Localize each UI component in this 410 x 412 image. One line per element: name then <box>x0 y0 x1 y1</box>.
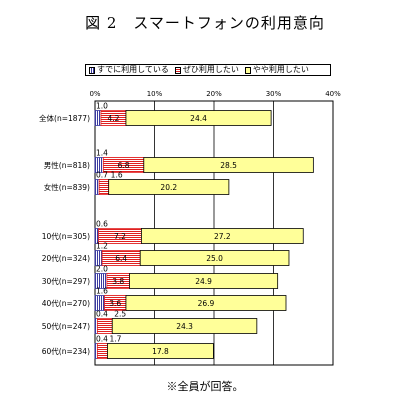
category-label: 30代(n=297) <box>42 276 90 286</box>
data-label: 0.4 <box>96 335 108 344</box>
data-label: 28.5 <box>220 161 237 170</box>
bar-segment <box>125 295 287 311</box>
legend-item-definitely-want: ぜひ利用したい <box>174 64 239 76</box>
data-label: 20.2 <box>160 183 177 192</box>
data-label: 6.8 <box>118 161 130 170</box>
data-label: 3.6 <box>109 299 121 308</box>
bar-segment <box>111 318 258 334</box>
legend-item-already-using: すでに利用している <box>89 64 169 76</box>
bar-segment <box>94 295 105 311</box>
data-label: 26.9 <box>198 299 215 308</box>
bar-segment <box>129 273 279 289</box>
bar-segment <box>141 228 304 244</box>
legend-item-somewhat-want: やや利用したい <box>244 64 309 76</box>
data-label: 24.9 <box>195 277 212 286</box>
data-label: 6.4 <box>115 254 127 263</box>
bar-segment <box>139 250 290 266</box>
x-tick-label: 0% <box>89 90 100 98</box>
bar-segment <box>94 250 103 266</box>
data-label: 3.8 <box>112 277 124 286</box>
data-label: 27.2 <box>214 232 231 241</box>
x-tick-label: 20% <box>206 90 222 98</box>
data-label: 1.7 <box>109 335 121 344</box>
data-label: 24.4 <box>190 114 207 123</box>
bar-segment <box>96 343 108 359</box>
category-label: 全体(n=1877) <box>39 113 90 123</box>
legend-label-definitely-want: ぜひ利用したい <box>182 65 239 74</box>
category-label: 50代(n=247) <box>42 321 90 331</box>
legend-label-already-using: すでに利用している <box>97 65 169 74</box>
category-label: 女性(n=839) <box>44 182 90 192</box>
data-label: 1.6 <box>96 287 108 296</box>
data-label: 2.5 <box>114 310 126 319</box>
category-label: 60代(n=234) <box>42 346 90 356</box>
bar-segment <box>96 318 113 334</box>
data-label: 1.4 <box>96 149 108 158</box>
category-label: 10代(n=305) <box>42 231 90 241</box>
legend-label-somewhat-want: やや利用したい <box>252 65 309 74</box>
chart-legend: すでに利用している ぜひ利用したい やや利用したい <box>85 64 331 76</box>
data-label: 1.6 <box>111 171 123 180</box>
data-label: 1.0 <box>96 102 108 111</box>
bar-segment <box>107 343 214 359</box>
legend-swatch-already-using <box>89 66 95 74</box>
x-tick-label: 30% <box>266 90 282 98</box>
data-label: 0.7 <box>96 171 108 180</box>
legend-swatch-definitely-want <box>174 66 181 74</box>
data-label: 24.3 <box>176 322 193 331</box>
bar-segment <box>94 110 102 126</box>
bar-segment <box>98 179 110 195</box>
data-label: 7.2 <box>114 232 126 241</box>
bar-segment <box>94 179 100 195</box>
x-tick-label: 40% <box>325 90 341 98</box>
data-label: 0.4 <box>96 310 108 319</box>
legend-swatch-somewhat-want <box>244 66 251 74</box>
data-label: 4.2 <box>107 114 119 123</box>
chart-title: 図 2 スマートフォンの利用意向 <box>85 14 325 32</box>
footnote: ※全員が回答。 <box>166 380 244 393</box>
x-tick-label: 10% <box>147 90 163 98</box>
category-label: 20代(n=324) <box>42 253 90 263</box>
category-label: 男性(n=818) <box>44 160 90 170</box>
data-label: 0.6 <box>96 220 108 229</box>
bar-segment <box>125 110 272 126</box>
bar-segment <box>108 179 230 195</box>
category-label: 40代(n=270) <box>42 298 90 308</box>
data-label: 2.0 <box>96 265 108 274</box>
data-label: 25.0 <box>206 254 223 263</box>
data-label: 1.2 <box>96 242 108 251</box>
data-label: 17.8 <box>152 347 169 356</box>
bar-segment <box>143 157 314 173</box>
